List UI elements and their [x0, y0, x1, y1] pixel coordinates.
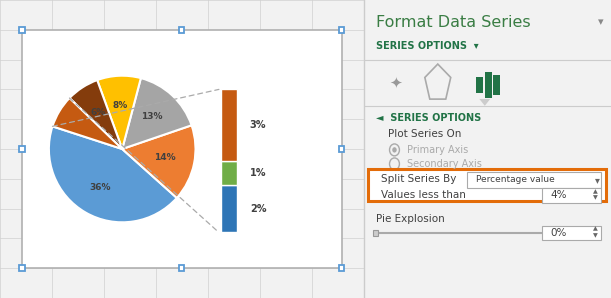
Text: ✦: ✦	[389, 76, 402, 91]
Text: SERIES OPTIONS  ▾: SERIES OPTIONS ▾	[376, 41, 478, 51]
Text: 13%: 13%	[141, 112, 163, 121]
Text: Format Data Series: Format Data Series	[376, 15, 530, 30]
Bar	[179, 265, 185, 271]
Text: Pie Explosion: Pie Explosion	[376, 214, 445, 224]
Polygon shape	[480, 99, 490, 106]
Text: 8%: 8%	[112, 100, 128, 110]
Text: 6%: 6%	[90, 108, 106, 117]
Bar	[179, 27, 185, 33]
FancyBboxPatch shape	[22, 30, 342, 268]
Wedge shape	[53, 98, 122, 149]
Text: ▼: ▼	[593, 233, 598, 238]
Bar	[221, 185, 237, 232]
Text: Values less than: Values less than	[381, 190, 466, 200]
Text: 3%: 3%	[250, 120, 266, 130]
Wedge shape	[70, 80, 122, 149]
Bar	[221, 161, 237, 185]
FancyBboxPatch shape	[368, 169, 606, 201]
Text: Secondary Axis: Secondary Axis	[407, 159, 481, 169]
Text: Primary Axis: Primary Axis	[407, 145, 468, 155]
FancyBboxPatch shape	[542, 226, 601, 240]
Bar	[221, 89, 237, 161]
Bar	[485, 72, 492, 98]
Text: ◄  SERIES OPTIONS: ◄ SERIES OPTIONS	[376, 113, 481, 123]
Bar	[494, 75, 500, 95]
Bar	[339, 146, 345, 152]
Wedge shape	[122, 125, 196, 198]
Text: Split Series By: Split Series By	[381, 174, 456, 184]
Text: 36%: 36%	[89, 183, 111, 192]
Text: ▲: ▲	[593, 227, 598, 232]
Text: Percentage value: Percentage value	[476, 176, 555, 184]
Text: ▼: ▼	[593, 195, 598, 200]
Bar	[19, 265, 24, 271]
Text: 4%: 4%	[551, 190, 567, 200]
Text: ▲: ▲	[593, 189, 598, 194]
FancyBboxPatch shape	[542, 188, 601, 203]
Text: 0%: 0%	[551, 228, 567, 238]
Wedge shape	[122, 78, 192, 149]
Bar	[339, 265, 345, 271]
Bar	[373, 230, 378, 236]
Text: ▾: ▾	[595, 175, 600, 185]
Bar	[19, 27, 24, 33]
Text: Plot Series On: Plot Series On	[389, 129, 462, 139]
Bar	[476, 77, 483, 93]
Bar	[19, 146, 24, 152]
Text: 1%: 1%	[250, 168, 266, 178]
FancyBboxPatch shape	[467, 172, 601, 188]
Bar	[339, 27, 345, 33]
Text: 14%: 14%	[155, 153, 176, 162]
Wedge shape	[97, 76, 141, 149]
Text: 2%: 2%	[250, 204, 266, 214]
Circle shape	[392, 147, 397, 153]
Text: ▾: ▾	[598, 17, 604, 27]
Wedge shape	[49, 126, 177, 222]
